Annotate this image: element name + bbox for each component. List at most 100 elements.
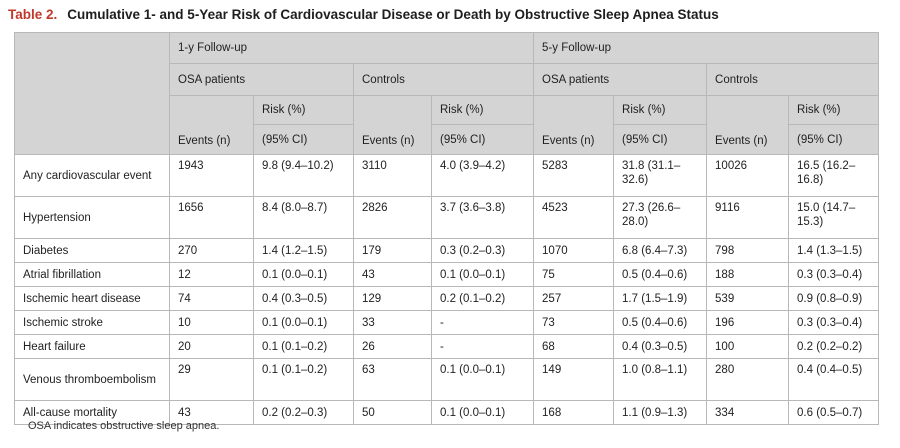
cell: 129: [353, 286, 432, 311]
table-row: Ischemic stroke 10 0.1 (0.0–0.1) 33 - 73…: [14, 310, 880, 335]
header-events-1y-controls: Events (n): [353, 95, 432, 155]
cell: 1.0 (0.8–1.1): [613, 358, 708, 401]
cell: 539: [706, 286, 790, 311]
row-label: Ischemic heart disease: [14, 286, 170, 311]
cell: 0.1 (0.0–0.1): [253, 262, 354, 287]
cell: 27.3 (26.6–28.0): [613, 196, 708, 239]
cell: 50: [353, 400, 432, 425]
cell: 798: [706, 238, 790, 263]
header-5y-osa-patients: OSA patients: [533, 63, 708, 96]
cell: 3110: [353, 154, 432, 197]
cell: 73: [533, 310, 615, 335]
cell: -: [430, 334, 535, 359]
table-caption: Cumulative 1- and 5-Year Risk of Cardiov…: [67, 7, 719, 22]
cell: 4.0 (3.9–4.2): [430, 154, 535, 197]
header-1y-osa-patients: OSA patients: [169, 63, 354, 96]
cell: 16.5 (16.2–16.8): [788, 154, 880, 197]
cell: 8.4 (8.0–8.7): [253, 196, 354, 239]
cell: 10026: [706, 154, 790, 197]
header-ci-5y-osa: (95% CI): [613, 124, 708, 155]
cell: 0.1 (0.0–0.1): [253, 310, 354, 335]
table-row: Heart failure 20 0.1 (0.1–0.2) 26 - 68 0…: [14, 334, 880, 359]
cell: 0.4 (0.3–0.5): [613, 334, 708, 359]
row-label: All-cause mortality: [14, 400, 170, 425]
row-label: Atrial fibrillation: [14, 262, 170, 287]
cell: 0.9 (0.8–0.9): [788, 286, 880, 311]
cell: 63: [353, 358, 432, 401]
row-label: Ischemic stroke: [14, 310, 170, 335]
cell: 0.1 (0.1–0.2): [253, 334, 354, 359]
cell: 9.8 (9.4–10.2): [253, 154, 354, 197]
cell: 0.5 (0.4–0.6): [613, 262, 708, 287]
cell: 0.3 (0.3–0.4): [788, 262, 880, 287]
header-risk-1y-osa: Risk (%): [253, 95, 354, 125]
header-risk-5y-controls: Risk (%): [788, 95, 880, 125]
table-row: Venous thromboembolism 29 0.1 (0.1–0.2) …: [14, 358, 880, 401]
cell: 2826: [353, 196, 432, 239]
cell: 149: [533, 358, 615, 401]
cell: 0.2 (0.2–0.2): [788, 334, 880, 359]
cell: 0.4 (0.3–0.5): [253, 286, 354, 311]
header-ci-1y-osa: (95% CI): [253, 124, 354, 155]
cell: 3.7 (3.6–3.8): [430, 196, 535, 239]
cell: 334: [706, 400, 790, 425]
cell: 29: [169, 358, 254, 401]
cell: 1.4 (1.2–1.5): [253, 238, 354, 263]
row-label: Any cardiovascular event: [14, 154, 170, 197]
table-row: Diabetes 270 1.4 (1.2–1.5) 179 0.3 (0.2–…: [14, 238, 880, 263]
header-ci-1y-controls: (95% CI): [430, 124, 535, 155]
table-row: Any cardiovascular event 1943 9.8 (9.4–1…: [14, 154, 880, 197]
cell: 68: [533, 334, 615, 359]
cell: -: [430, 310, 535, 335]
cell: 100: [706, 334, 790, 359]
cell: 10: [169, 310, 254, 335]
cell: 1.4 (1.3–1.5): [788, 238, 880, 263]
table-row: Ischemic heart disease 74 0.4 (0.3–0.5) …: [14, 286, 880, 311]
header-empty-cell: [14, 32, 170, 155]
cell: 270: [169, 238, 254, 263]
cell: 1.1 (0.9–1.3): [613, 400, 708, 425]
cell: 0.1 (0.1–0.2): [253, 358, 354, 401]
table-row: Atrial fibrillation 12 0.1 (0.0–0.1) 43 …: [14, 262, 880, 287]
row-label: Venous thromboembolism: [14, 358, 170, 401]
cell: 1.7 (1.5–1.9): [613, 286, 708, 311]
cell: 0.1 (0.0–0.1): [430, 358, 535, 401]
cell: 0.6 (0.5–0.7): [788, 400, 880, 425]
cell: 1943: [169, 154, 254, 197]
cell: 15.0 (14.7–15.3): [788, 196, 880, 239]
table-footnote: OSA indicates obstructive sleep apnea.: [28, 420, 220, 432]
cell: 0.1 (0.0–0.1): [430, 262, 535, 287]
cell: 0.3 (0.3–0.4): [788, 310, 880, 335]
cell: 280: [706, 358, 790, 401]
header-1y-followup: 1-y Follow-up: [168, 32, 535, 64]
cell: 196: [706, 310, 790, 335]
cell: 43: [169, 400, 254, 425]
cell: 168: [533, 400, 615, 425]
cell: 0.1 (0.0–0.1): [430, 400, 535, 425]
header-risk-5y-osa: Risk (%): [613, 95, 708, 125]
cell: 9116: [706, 196, 790, 239]
cell: 4523: [533, 196, 615, 239]
table-number: Table 2.: [8, 7, 58, 22]
cell: 5283: [533, 154, 615, 197]
row-label: Hypertension: [14, 196, 170, 239]
cell: 0.3 (0.2–0.3): [430, 238, 535, 263]
cell: 0.4 (0.4–0.5): [788, 358, 880, 401]
table-row: All-cause mortality 43 0.2 (0.2–0.3) 50 …: [14, 400, 880, 425]
cell: 20: [169, 334, 254, 359]
header-events-5y-osa: Events (n): [533, 95, 615, 155]
header-5y-followup: 5-y Follow-up: [533, 32, 880, 64]
header-ci-5y-controls: (95% CI): [788, 124, 880, 155]
cell: 0.5 (0.4–0.6): [613, 310, 708, 335]
cell: 31.8 (31.1–32.6): [613, 154, 708, 197]
table-title: Table 2. Cumulative 1- and 5-Year Risk of…: [8, 7, 719, 22]
header-5y-controls: Controls: [706, 63, 880, 96]
row-label: Heart failure: [14, 334, 170, 359]
cell: 26: [353, 334, 432, 359]
header-events-5y-controls: Events (n): [706, 95, 790, 155]
cell: 75: [533, 262, 615, 287]
cell: 12: [169, 262, 254, 287]
header-events-1y-osa: Events (n): [169, 95, 254, 155]
cell: 74: [169, 286, 254, 311]
